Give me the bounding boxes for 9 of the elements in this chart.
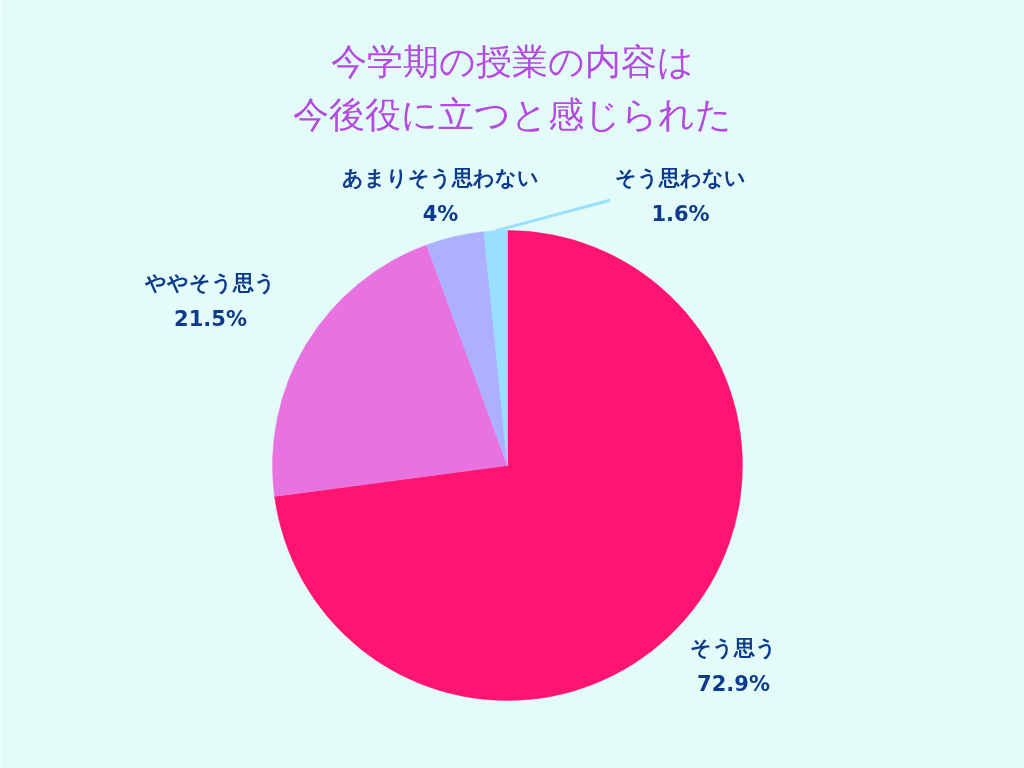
slice-label: そう思う [690,635,777,660]
slice-label: ややそう思う [144,270,276,295]
data-label: 21.5% [174,306,247,331]
slice-label: あまりそう思わない [342,165,539,190]
data-label: 4% [422,201,459,226]
chart-title: 今学期の授業の内容は今後役に立つと感じられた [293,40,732,135]
slice-label: そう思わない [615,165,746,190]
data-label: 72.9% [697,671,770,696]
data-label: 1.6% [651,201,710,226]
